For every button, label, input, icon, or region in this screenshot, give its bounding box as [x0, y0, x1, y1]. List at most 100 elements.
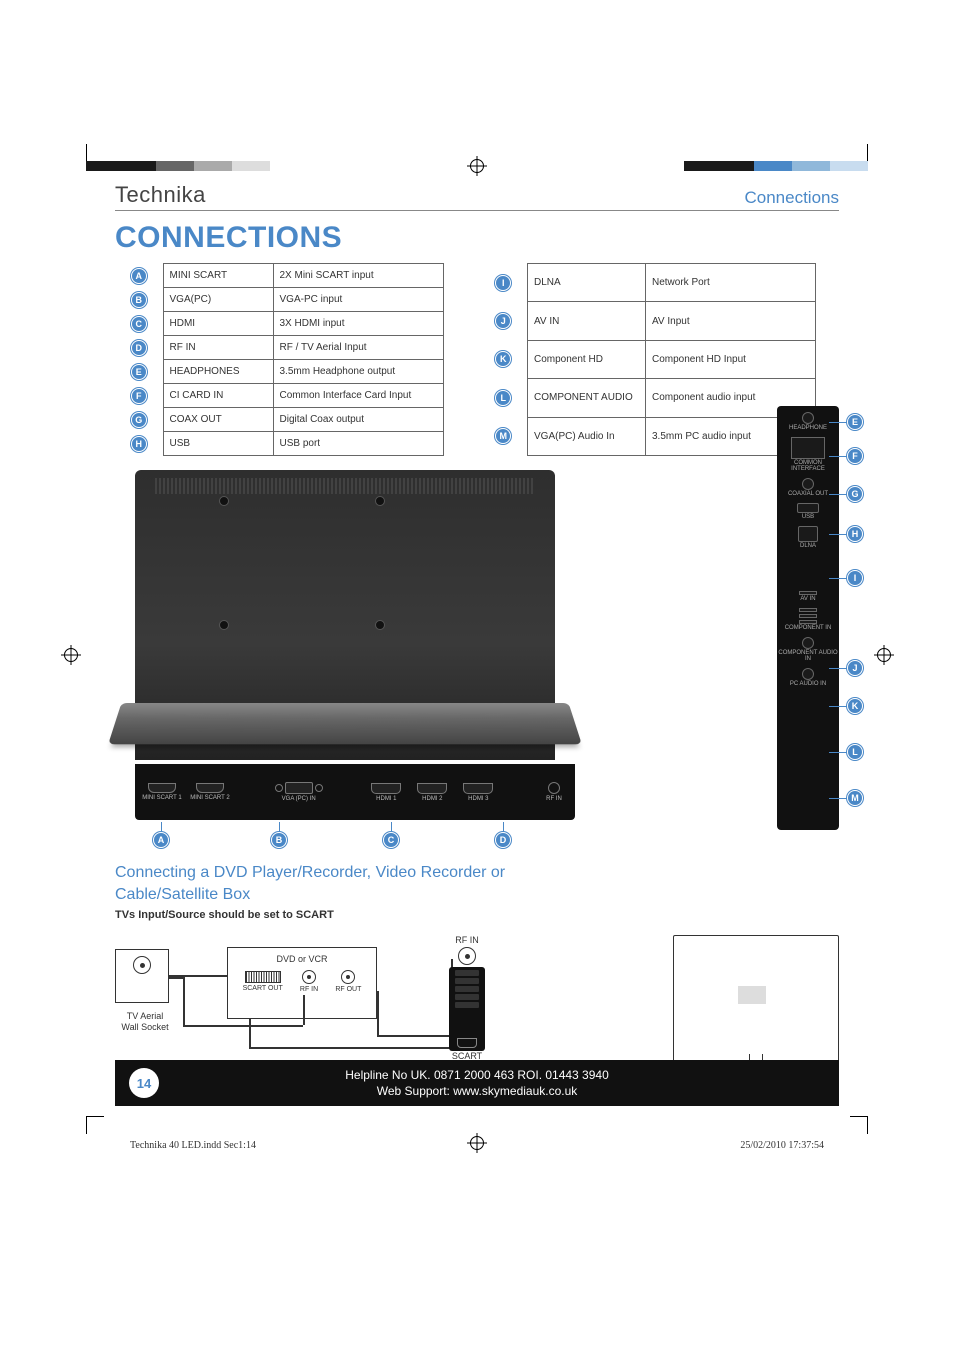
connection-name: COAX OUT: [163, 408, 273, 432]
connection-tables: AMINI SCART2X Mini SCART inputBVGA(PC)VG…: [115, 263, 839, 456]
row-letter-badge: G: [131, 412, 147, 428]
port-label-vga: VGA (PC) IN: [282, 796, 316, 802]
row-letter-badge: I: [495, 275, 511, 291]
connection-desc: VGA-PC input: [273, 288, 443, 312]
callout-b: B: [271, 832, 287, 848]
port-label-hdmi1: HDMI 1: [376, 796, 396, 802]
rf-out-label: RF OUT: [335, 986, 361, 993]
connection-desc: 3X HDMI input: [273, 312, 443, 336]
side-port-panel: HEADPHONE COMMON INTERFACE COAXIAL OUT U…: [777, 406, 839, 830]
connection-name: CI CARD IN: [163, 384, 273, 408]
connection-desc: AV Input: [646, 302, 816, 340]
table-row: HUSBUSB port: [115, 432, 443, 456]
side-label-headphone: HEADPHONE: [789, 425, 827, 431]
callout-j: J: [847, 660, 863, 676]
row-letter-badge: F: [131, 388, 147, 404]
port-label-hdmi2: HDMI 2: [422, 796, 442, 802]
row-letter-badge: M: [495, 428, 511, 444]
callout-g: G: [847, 486, 863, 502]
connection-table-left: AMINI SCART2X Mini SCART inputBVGA(PC)VG…: [115, 263, 444, 456]
callout-e: E: [847, 414, 863, 430]
connection-table-right: IDLNANetwork PortJAV INAV InputKComponen…: [480, 263, 817, 456]
slug-timestamp: 25/02/2010 17:37:54: [740, 1140, 824, 1151]
callout-k: K: [847, 698, 863, 714]
scart-out-label: SCART OUT: [243, 985, 283, 992]
table-row: MVGA(PC) Audio In3.5mm PC audio input: [480, 417, 816, 455]
callout-a: A: [153, 832, 169, 848]
table-row: J AV INAV Input: [480, 302, 816, 340]
row-letter-badge: H: [131, 436, 147, 452]
connection-desc: USB port: [273, 432, 443, 456]
table-row: G COAX OUTDigital Coax output: [115, 408, 443, 432]
callout-c: C: [383, 832, 399, 848]
table-row: F CI CARD INCommon Interface Card Input: [115, 384, 443, 408]
device-label: DVD or VCR: [234, 954, 370, 964]
connection-name: AV IN: [528, 302, 646, 340]
dvd-vcr-box: DVD or VCR SCART OUT RF IN RF OUT: [227, 947, 377, 1019]
crop-mark-br: [838, 1116, 868, 1146]
row-letter-badge: L: [495, 390, 511, 406]
connection-name: Component HD: [528, 340, 646, 378]
section-label: Connections: [744, 188, 839, 208]
footer-bar: 14 Helpline No UK. 0871 2000 463 ROI. 01…: [115, 1060, 839, 1106]
aerial-wall-socket: [115, 949, 169, 1003]
row-letter-badge: K: [495, 351, 511, 367]
tv-port-column: RF IN SCART MINI: [437, 935, 497, 1071]
connection-name: VGA(PC) Audio In: [528, 417, 646, 455]
page-title: CONNECTIONS: [115, 221, 839, 255]
callout-i: I: [847, 570, 863, 586]
registration-bottom: [470, 1136, 484, 1150]
port-label-scart1: MINI SCART 1: [142, 795, 181, 801]
callout-d: D: [495, 832, 511, 848]
table-row: D RF INRF / TV Aerial Input: [115, 336, 443, 360]
connection-name: DLNA: [528, 264, 646, 302]
aerial-label-l2: Wall Socket: [121, 1022, 168, 1032]
row-letter-badge: A: [131, 268, 147, 284]
connection-name: MINI SCART: [163, 264, 273, 288]
note-text: TVs Input/Source should be set to SCART: [115, 909, 839, 921]
crop-mark-bl: [86, 1116, 116, 1146]
row-letter-badge: J: [495, 313, 511, 329]
connection-desc: Digital Coax output: [273, 408, 443, 432]
table-row: B VGA(PC)VGA-PC input: [115, 288, 443, 312]
tv-front-illustration: [673, 935, 839, 1065]
tv-rf-label: RF IN: [455, 935, 479, 945]
side-label-pcaudio: PC AUDIO IN: [790, 681, 826, 687]
connection-name: VGA(PC): [163, 288, 273, 312]
connection-desc: Common Interface Card Input: [273, 384, 443, 408]
connection-desc: RF / TV Aerial Input: [273, 336, 443, 360]
page: Technika Connections CONNECTIONS A MINI S…: [0, 0, 954, 1085]
helpline-text: Helpline No UK. 0871 2000 463 ROI. 01443…: [345, 1068, 609, 1082]
connection-desc: Component HD Input: [646, 340, 816, 378]
callout-f: F: [847, 448, 863, 464]
table-row: IDLNANetwork Port: [480, 264, 816, 302]
subheading: Connecting a DVD Player/Recorder, Video …: [115, 862, 839, 905]
port-label-rfin: RF IN: [546, 796, 562, 802]
side-label-coax: COAXIAL OUT: [788, 491, 828, 497]
connection-name: COMPONENT AUDIO: [528, 379, 646, 417]
row-letter-badge: D: [131, 340, 147, 356]
table-row: EHEADPHONES3.5mm Headphone output: [115, 360, 443, 384]
table-row: K Component HDComponent HD Input: [480, 340, 816, 378]
connection-name: RF IN: [163, 336, 273, 360]
port-label-scart2: MINI SCART 2: [190, 795, 229, 801]
header-row: Technika Connections: [115, 182, 839, 211]
row-letter-badge: E: [131, 364, 147, 380]
side-label-avin: AV IN: [800, 596, 815, 602]
rf-in-label: RF IN: [300, 986, 318, 993]
brand-logo: Technika: [115, 182, 206, 208]
aerial-label-l1: TV Aerial: [127, 1011, 164, 1021]
connection-name: HEADPHONES: [163, 360, 273, 384]
row-letter-badge: B: [131, 292, 147, 308]
side-label-dlna: DLNA: [800, 543, 816, 549]
table-row: LCOMPONENT AUDIOComponent audio input: [480, 379, 816, 417]
table-row: AMINI SCART2X Mini SCART input: [115, 264, 443, 288]
websupport-text: Web Support: www.skymediauk.co.uk: [377, 1084, 578, 1098]
connection-name: HDMI: [163, 312, 273, 336]
port-label-hdmi3: HDMI 3: [468, 796, 488, 802]
callout-m: M: [847, 790, 863, 806]
callout-l: L: [847, 744, 863, 760]
side-label-component: COMPONENT IN: [785, 625, 832, 631]
side-label-usb: USB: [802, 514, 814, 520]
slug-file: Technika 40 LED.indd Sec1:14: [130, 1140, 256, 1151]
